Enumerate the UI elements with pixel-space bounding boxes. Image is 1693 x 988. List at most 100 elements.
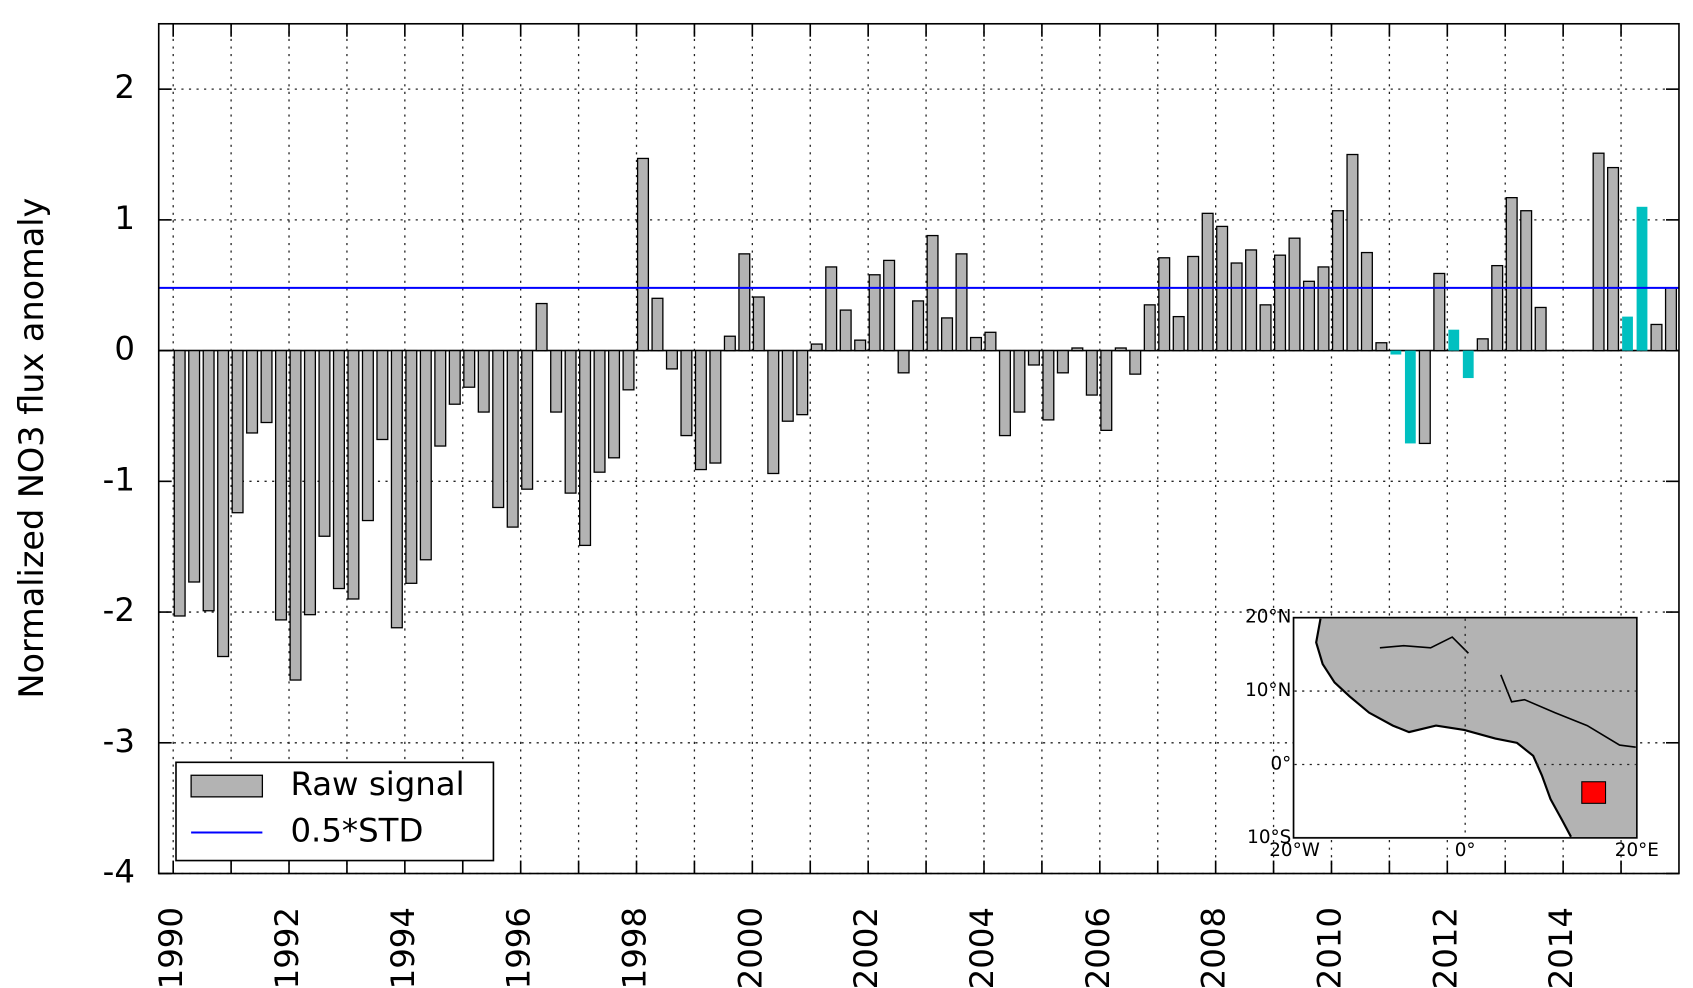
region-marker (1581, 781, 1607, 804)
y-tick-label: -1 (103, 460, 135, 498)
bar (260, 349, 273, 424)
bar (622, 349, 635, 391)
lat-label: 0° (1271, 753, 1292, 774)
x-tick-label: 2000 (731, 907, 769, 988)
bar (1360, 251, 1373, 352)
bar (1172, 315, 1185, 352)
bar (318, 349, 331, 537)
bar (1288, 237, 1301, 352)
bar (1476, 338, 1489, 352)
bar (897, 349, 910, 374)
y-tick-label: 0 (114, 330, 135, 368)
bar (1592, 152, 1605, 352)
x-tick-label: 1990 (152, 907, 190, 988)
bar (1042, 349, 1055, 421)
bar (303, 349, 317, 616)
bar (289, 349, 302, 681)
map-river (1379, 636, 1469, 654)
bar (1636, 206, 1648, 351)
x-tick-label: 2010 (1310, 907, 1348, 988)
bar (332, 349, 345, 590)
x-tick-label: 1994 (384, 907, 422, 988)
bar (1245, 249, 1258, 352)
bar (347, 349, 360, 600)
bar (926, 234, 939, 352)
bar (188, 349, 201, 583)
bar (419, 349, 432, 561)
bar (1462, 350, 1474, 379)
bar (752, 296, 765, 352)
map-coastline (1315, 618, 1572, 838)
map-river (1500, 674, 1636, 748)
bar (376, 349, 389, 441)
bar (810, 343, 823, 352)
bar (274, 349, 288, 621)
bar (868, 274, 881, 352)
bar (1201, 212, 1214, 352)
bar (767, 349, 780, 475)
bar (1273, 254, 1287, 352)
bar (231, 349, 244, 514)
lon-label: 0° (1455, 840, 1476, 861)
bar (506, 349, 519, 528)
bar (405, 349, 418, 584)
bar (1433, 272, 1446, 352)
bar (796, 349, 809, 416)
bar (912, 300, 925, 352)
bar (998, 349, 1011, 437)
bar (955, 253, 968, 352)
bar (651, 297, 664, 352)
bar (969, 336, 983, 352)
x-tick-label: 2012 (1426, 907, 1464, 988)
bar (1375, 342, 1388, 352)
bar (246, 349, 259, 434)
bar (665, 349, 678, 370)
bar (492, 349, 505, 509)
y-tick-label: 2 (114, 68, 135, 106)
bar (709, 349, 722, 464)
plot-frame (157, 22, 1680, 875)
bar (477, 349, 490, 413)
bar (1650, 323, 1663, 352)
bar (1085, 349, 1098, 396)
legend-swatch (190, 774, 264, 798)
bar (694, 349, 707, 471)
bar (854, 339, 867, 352)
x-tick-label: 2002 (847, 907, 885, 988)
bar (1158, 257, 1171, 352)
bar (1230, 262, 1243, 352)
bar (781, 349, 794, 422)
bar (1404, 350, 1416, 444)
bar (825, 266, 838, 352)
x-tick-label: 1992 (268, 907, 306, 988)
x-tick-label: 2014 (1542, 907, 1580, 988)
lon-label: 20°W (1269, 840, 1320, 861)
bar (1143, 304, 1156, 352)
y-axis-label: Normalized NO3 flux anomaly (12, 198, 51, 699)
bar (1607, 166, 1620, 352)
bar (1071, 347, 1084, 352)
x-tick-label: 2006 (1079, 907, 1117, 988)
y-tick-label: -3 (103, 722, 135, 760)
bar (217, 349, 230, 658)
bar (202, 349, 215, 612)
lon-label: 20°E (1615, 840, 1659, 861)
bar (390, 349, 403, 629)
plot-area: -4 -3 -2 -1 0 1 2 1990 1992 1994 1996 1998 2000 2002 2… (103, 22, 1680, 988)
bar (1491, 264, 1504, 352)
bar (723, 335, 736, 352)
bar (1505, 197, 1518, 352)
bar (564, 349, 577, 494)
y-tick-label: -2 (103, 591, 135, 629)
bar (448, 349, 461, 405)
bar (550, 349, 563, 413)
bar (1534, 306, 1547, 352)
bar (1317, 266, 1330, 352)
bar (1622, 316, 1633, 351)
lat-label: 10°N (1245, 680, 1291, 701)
bar (738, 253, 751, 352)
bar (1187, 255, 1200, 352)
bar (579, 349, 592, 547)
bar (1100, 349, 1113, 431)
bar (984, 331, 997, 352)
